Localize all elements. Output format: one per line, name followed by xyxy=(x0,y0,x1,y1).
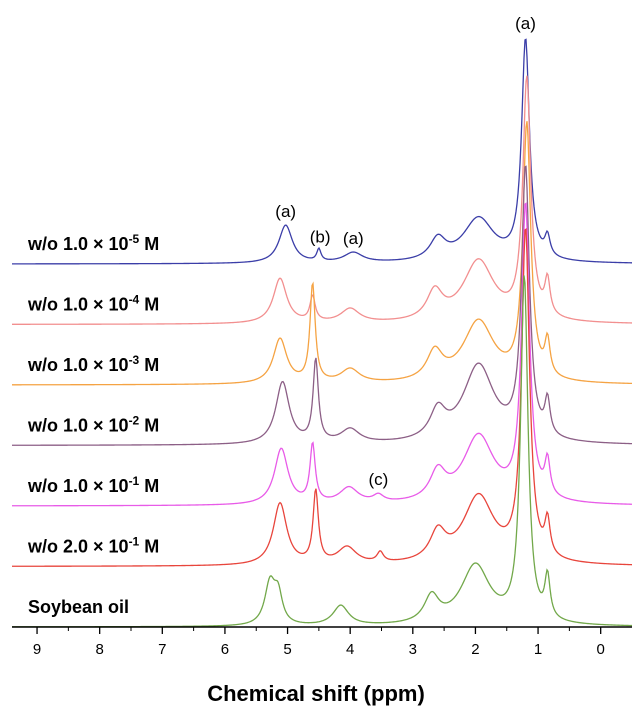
peak-annotation-5: (c) xyxy=(368,470,388,489)
peak-annotation-4: (a) xyxy=(343,229,364,248)
series-label-1: w/o 1.0 × 10-5 M xyxy=(27,232,159,254)
spectrum-line-6 xyxy=(12,228,632,567)
series-label-4: w/o 1.0 × 10-2 M xyxy=(27,414,159,436)
x-tick-label-7: 7 xyxy=(158,641,166,658)
x-tick-label-9: 9 xyxy=(33,641,41,658)
x-tick-label-0: 0 xyxy=(597,641,605,658)
x-axis-ticks: 9 8 7 6 5 4 3 2 1 0 xyxy=(33,627,605,658)
series-label-7: Soybean oil xyxy=(28,597,129,617)
peak-annotations: (a) (a) (b) (a) (c) xyxy=(275,14,536,489)
spectrum-line-5 xyxy=(12,202,632,507)
x-tick-label-6: 6 xyxy=(221,641,229,658)
x-axis-label: Chemical shift (ppm) xyxy=(207,681,425,706)
x-tick-label-1: 1 xyxy=(534,641,542,658)
series-label-6: w/o 2.0 × 10-1 M xyxy=(27,535,159,557)
peak-annotation-2: (a) xyxy=(275,202,296,221)
peak-annotation-3: (b) xyxy=(310,227,331,246)
series-label-2: w/o 1.0 × 10-4 M xyxy=(27,293,159,315)
x-tick-label-4: 4 xyxy=(346,641,354,658)
x-tick-label-2: 2 xyxy=(471,641,479,658)
x-tick-label-3: 3 xyxy=(409,641,417,658)
x-tick-label-8: 8 xyxy=(96,641,104,658)
spectrum-line-4 xyxy=(11,165,632,446)
spectrum-line-2 xyxy=(12,75,632,325)
series-label-3: w/o 1.0 × 10-3 M xyxy=(27,353,159,375)
peak-annotation-1: (a) xyxy=(515,14,536,33)
series-label-5: w/o 1.0 × 10-1 M xyxy=(27,474,159,496)
series-labels: w/o 1.0 × 10-5 M w/o 1.0 × 10-4 M w/o 1.0 … xyxy=(27,232,159,617)
spectrum-line-7 xyxy=(11,275,632,628)
x-tick-label-5: 5 xyxy=(283,641,291,658)
spectrum-line-3 xyxy=(11,121,632,386)
